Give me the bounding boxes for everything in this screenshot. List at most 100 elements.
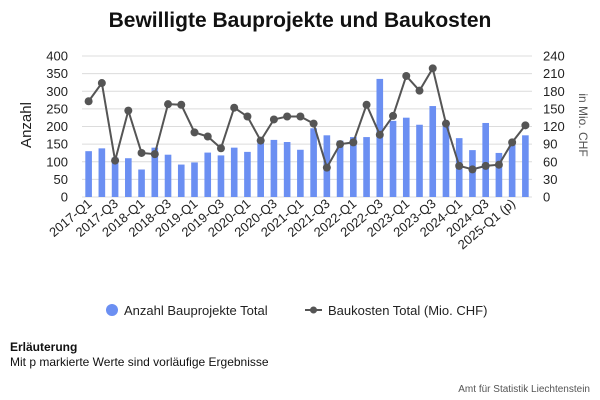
- bar: [310, 128, 317, 197]
- line-point: [164, 100, 173, 109]
- bar: [85, 151, 92, 197]
- y-tick-label: 50: [54, 172, 68, 187]
- line-point: [336, 140, 345, 149]
- line-point: [124, 106, 133, 115]
- y2-tick-label: 60: [543, 154, 557, 169]
- y-tick-label: 300: [46, 84, 68, 99]
- legend-line-label: Baukosten Total (Mio. CHF): [328, 303, 487, 318]
- bar: [230, 147, 238, 197]
- line-point: [243, 112, 252, 121]
- line-series: [84, 64, 530, 174]
- y2-tick-label: 30: [543, 172, 557, 187]
- bar: [402, 117, 410, 197]
- series-line: [87, 65, 527, 171]
- line-point: [494, 160, 503, 169]
- line-point: [455, 161, 464, 170]
- line-point: [402, 71, 411, 80]
- bar: [270, 139, 278, 197]
- y-tick-label: 400: [46, 49, 68, 64]
- legend-bar-marker: [106, 304, 118, 316]
- line-point: [150, 150, 159, 159]
- line-point: [97, 79, 106, 88]
- bar: [177, 164, 185, 197]
- chart-title: Bewilligte Bauprojekte und Baukosten: [109, 9, 492, 32]
- bar: [257, 142, 264, 197]
- line-point: [230, 103, 239, 112]
- line-point: [137, 148, 146, 157]
- bar: [111, 157, 119, 197]
- line-point: [375, 130, 384, 139]
- source-credit: Amt für Statistik Liechtenstein: [458, 384, 590, 395]
- y-tick-label: 250: [46, 101, 68, 116]
- bar: [336, 140, 344, 197]
- line-point: [441, 119, 450, 128]
- line-point: [190, 128, 199, 137]
- bar: [283, 142, 291, 197]
- y-axis-left: 0 50 100 150 200 250 300 350 400: [46, 49, 68, 205]
- bar: [164, 154, 172, 197]
- bar: [442, 122, 450, 197]
- bar: [350, 137, 357, 197]
- y2-tick-label: 90: [543, 137, 557, 152]
- line-point: [309, 119, 318, 128]
- bar: [297, 149, 304, 197]
- bar: [204, 152, 212, 197]
- line-point: [269, 115, 278, 124]
- y2-tick-label: 0: [543, 190, 550, 205]
- bar: [508, 140, 516, 197]
- y2-axis-title: in Mio. CHF: [576, 93, 590, 156]
- bar: [98, 148, 106, 197]
- bar: [217, 155, 225, 197]
- legend-bar-label: Anzahl Bauprojekte Total: [124, 303, 268, 318]
- line-point: [283, 112, 292, 121]
- y-tick-label: 0: [61, 190, 68, 205]
- y-axis-title: Anzahl: [18, 102, 35, 148]
- bar: [363, 137, 370, 197]
- line-point: [468, 165, 477, 174]
- line-point: [521, 121, 530, 130]
- line-point: [415, 86, 424, 95]
- bar: [429, 106, 437, 197]
- line-point: [362, 100, 371, 109]
- y2-tick-label: 120: [543, 119, 565, 134]
- y2-tick-label: 150: [543, 101, 565, 116]
- grid: [82, 55, 532, 198]
- bar: [125, 158, 132, 197]
- y2-tick-label: 180: [543, 84, 565, 99]
- bar: [469, 150, 476, 197]
- line-point: [216, 144, 225, 153]
- line-point: [389, 111, 398, 120]
- line-point: [322, 163, 331, 172]
- line-point: [111, 156, 120, 165]
- bar: [482, 122, 489, 197]
- line-point: [256, 136, 265, 145]
- line-point: [349, 138, 358, 147]
- line-point: [296, 112, 305, 121]
- y2-tick-label: 240: [543, 49, 565, 64]
- bar: [138, 169, 145, 197]
- note-title: Erläuterung: [10, 340, 78, 354]
- bar: [495, 152, 503, 197]
- x-axis: 2017-Q12017-Q32018-Q12018-Q32019-Q12019-…: [46, 196, 518, 253]
- line-point: [177, 100, 186, 109]
- y-axis-right: 0 30 60 90 120 150 180 210 240: [543, 49, 565, 205]
- line-point: [84, 97, 93, 106]
- legend-line-dot: [310, 306, 317, 314]
- line-point: [428, 64, 437, 73]
- y-tick-label: 350: [46, 66, 68, 81]
- bar: [191, 162, 198, 197]
- line-point: [481, 161, 490, 170]
- line-point: [203, 132, 212, 141]
- note-text: Mit p markierte Werte sind vorläufige Er…: [10, 355, 269, 369]
- y-tick-label: 200: [46, 119, 68, 134]
- bar: [151, 147, 159, 197]
- line-point: [508, 138, 517, 147]
- bar: [522, 135, 529, 197]
- note: Erläuterung Mit p markierte Werte sind v…: [10, 340, 269, 370]
- bar: [389, 120, 397, 197]
- legend: Anzahl Bauprojekte Total Baukosten Total…: [106, 303, 487, 318]
- bar: [416, 124, 423, 197]
- y-tick-label: 100: [46, 154, 68, 169]
- y2-tick-label: 210: [543, 66, 565, 81]
